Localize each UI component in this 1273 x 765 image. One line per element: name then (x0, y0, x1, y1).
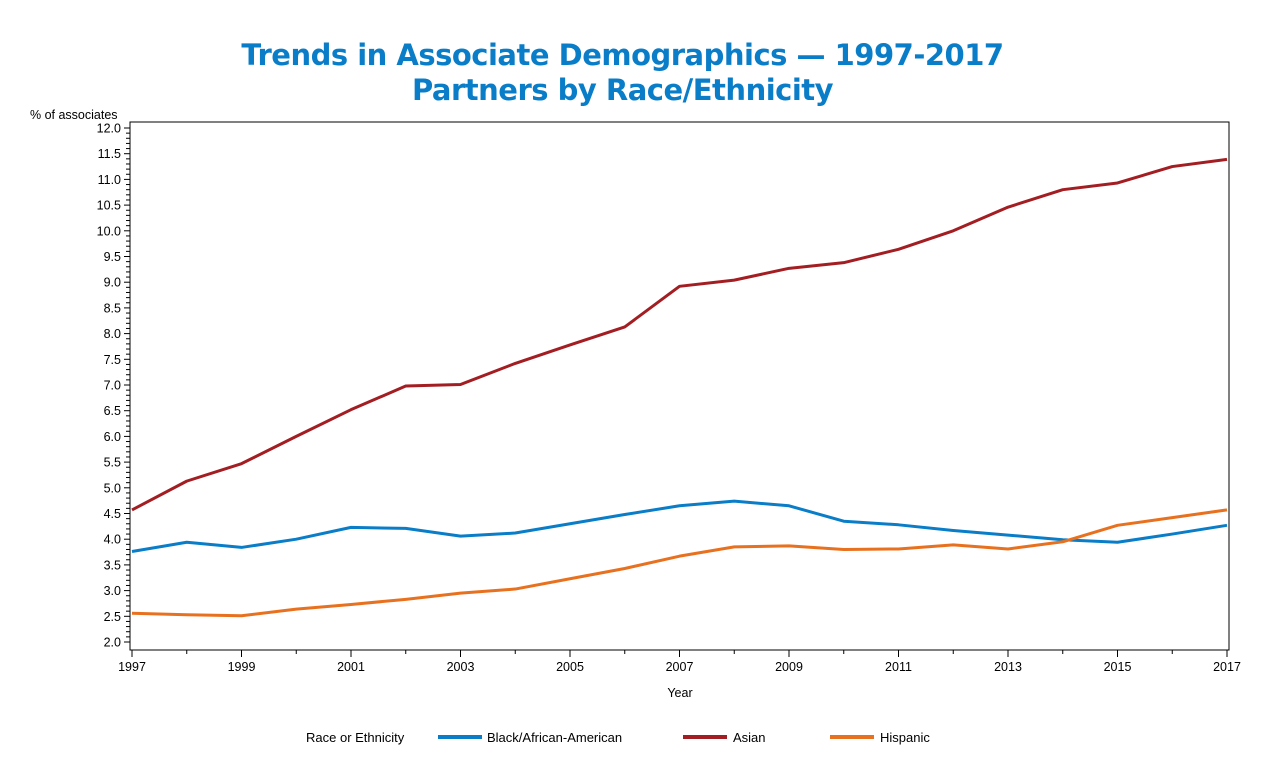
y-tick-label: 10.0 (97, 224, 121, 238)
legend-label: Hispanic (880, 730, 930, 745)
y-tick-label: 4.5 (104, 507, 121, 521)
legend-swatch (438, 735, 482, 739)
series-line-asian (131, 157, 1228, 512)
x-tick-label: 2005 (556, 660, 584, 674)
y-tick-label: 10.5 (97, 199, 121, 213)
y-tick-label: 11.5 (98, 147, 121, 161)
x-tick-label: 2011 (885, 660, 912, 674)
x-tick-label: 2015 (1104, 660, 1132, 674)
x-tick-label: 2013 (994, 660, 1022, 674)
y-tick-label: 9.0 (104, 276, 121, 290)
y-tick-label: 3.0 (104, 584, 121, 598)
y-tick-label: 5.0 (104, 481, 121, 495)
x-tick-label: 2017 (1213, 660, 1241, 674)
x-axis-label: Year (667, 686, 692, 700)
x-tick-label: 1999 (228, 660, 256, 674)
x-tick-label: 1997 (118, 660, 146, 674)
y-tick-label: 4.0 (104, 533, 121, 547)
x-tick-label: 2009 (775, 660, 803, 674)
y-tick-label: 7.0 (104, 379, 121, 393)
y-tick-label: 8.0 (104, 327, 121, 341)
legend-swatch (683, 735, 727, 739)
y-tick-label: 6.0 (104, 430, 121, 444)
y-tick-label: 11.0 (98, 173, 121, 187)
y-tick-label: 5.5 (104, 456, 121, 470)
series-line-black-african-american (131, 499, 1228, 554)
y-tick-label: 8.5 (104, 301, 121, 315)
x-tick-label: 2003 (447, 660, 475, 674)
chart-title: Trends in Associate Demographics — 1997-… (241, 38, 1004, 72)
y-axis-label: % of associates (30, 108, 118, 122)
x-tick-label: 2007 (666, 660, 694, 674)
series-line-hispanic (131, 508, 1228, 618)
y-tick-label: 7.5 (104, 353, 121, 367)
y-tick-label: 2.0 (104, 636, 121, 650)
y-tick-label: 2.5 (104, 610, 121, 624)
chart-subtitle: Partners by Race/Ethnicity (411, 73, 834, 107)
y-tick-label: 6.5 (104, 404, 121, 418)
legend-label: Black/African-American (487, 730, 623, 745)
y-tick-label: 9.5 (104, 250, 121, 264)
y-tick-label: 12.0 (97, 122, 121, 136)
x-tick-label: 2001 (337, 660, 365, 674)
y-tick-label: 3.5 (104, 558, 121, 572)
legend-title: Race or Ethnicity (306, 730, 405, 745)
legend-label: Asian (733, 730, 766, 745)
legend-swatch (830, 735, 874, 739)
plot-frame (129, 121, 1230, 651)
